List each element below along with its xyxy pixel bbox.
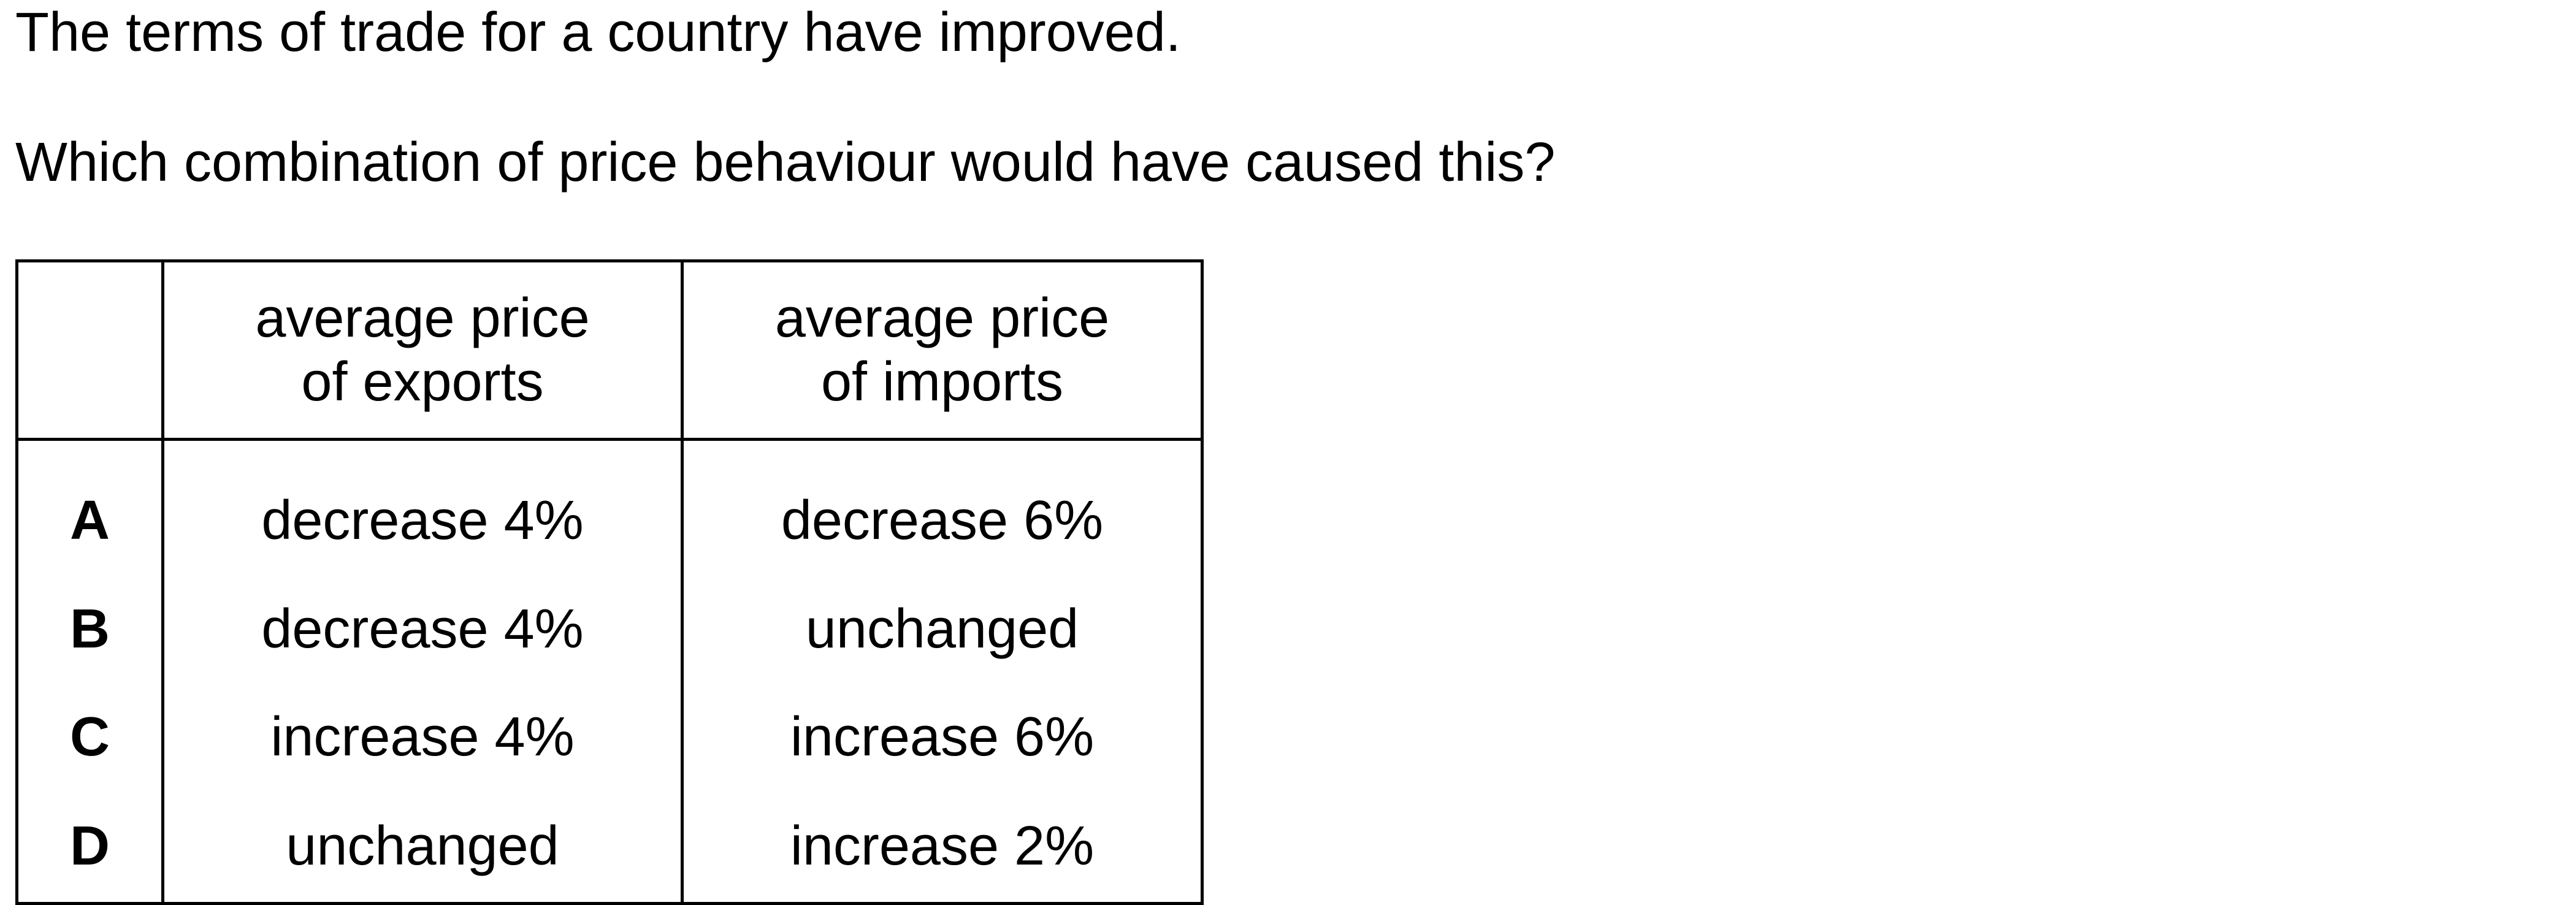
option-key: B: [15, 575, 164, 684]
imports-cell: increase 6%: [681, 683, 1204, 792]
table-row: D unchanged increase 2%: [15, 791, 1204, 905]
exports-cell: decrease 4%: [161, 439, 684, 576]
header-key-cell: [15, 259, 164, 441]
imports-cell: increase 2%: [681, 791, 1204, 905]
table-row: A decrease 4% decrease 6%: [15, 439, 1204, 576]
table-row: C increase 4% increase 6%: [15, 683, 1204, 792]
imports-cell: unchanged: [681, 575, 1204, 684]
option-key: D: [15, 791, 164, 905]
header-exports: average price of exports: [161, 259, 684, 441]
option-key: C: [15, 683, 164, 792]
table-header-row: average price of exports average price o…: [15, 259, 1204, 441]
question-text: Which combination of price behaviour wou…: [15, 132, 1556, 193]
table-row: B decrease 4% unchanged: [15, 575, 1204, 684]
imports-cell: decrease 6%: [681, 439, 1204, 576]
header-exports-line: average price: [255, 287, 590, 349]
exports-cell: increase 4%: [161, 683, 684, 792]
options-table: average price of exports average price o…: [15, 259, 1204, 905]
header-imports-line: average price: [774, 287, 1110, 349]
exports-cell: unchanged: [161, 791, 684, 905]
header-imports: average price of imports: [681, 259, 1204, 441]
header-exports-line: of exports: [301, 351, 544, 413]
option-key: A: [15, 439, 164, 576]
header-imports-line: of imports: [820, 351, 1064, 413]
exports-cell: decrease 4%: [161, 575, 684, 684]
question-stem: The terms of trade for a country have im…: [15, 2, 1181, 63]
